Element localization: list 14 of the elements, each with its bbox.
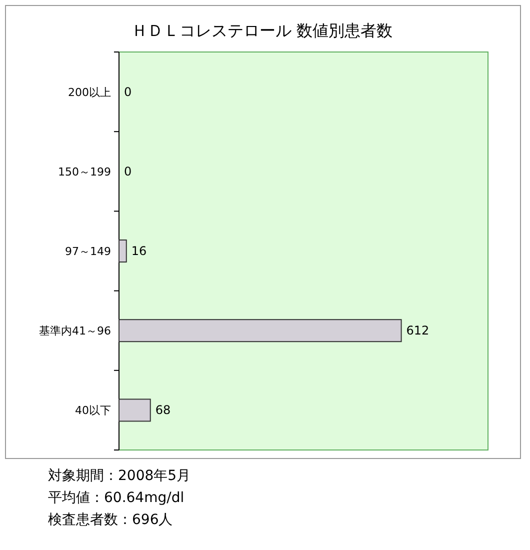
y-tick-label: 97～149 <box>65 245 111 258</box>
data-label: 612 <box>406 324 430 338</box>
data-label: 0 <box>124 84 132 99</box>
data-label: 0 <box>124 164 132 178</box>
y-tick-label: 基準内41～96 <box>39 324 111 338</box>
data-label: 68 <box>155 403 171 418</box>
y-tick-label: 150～199 <box>58 165 111 178</box>
annotation: 検査患者数：696人 <box>48 512 173 528</box>
annotation: 対象期間：2008年5月 <box>48 468 191 484</box>
y-tick-label: 40以下 <box>75 404 111 418</box>
title: ＨＤＬコレステロール 数値別患者数 <box>131 21 393 40</box>
annotation: 平均値：60.64mg/dl <box>48 490 184 506</box>
data-label: 16 <box>131 244 147 258</box>
y-tick-label: 200以上 <box>68 86 111 99</box>
